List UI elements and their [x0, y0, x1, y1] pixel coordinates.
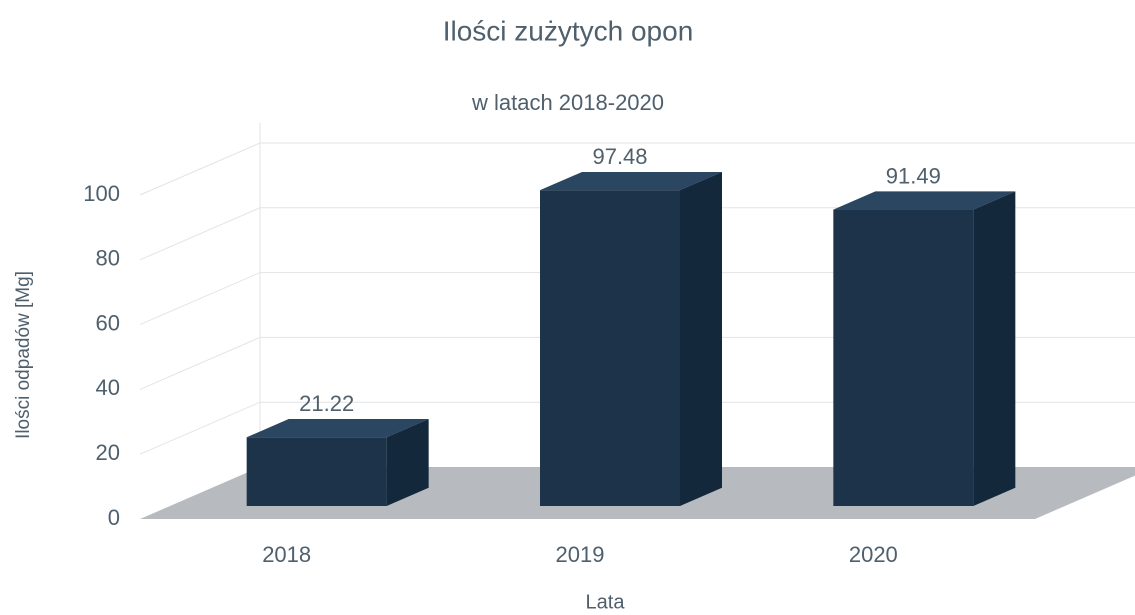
bar-side [680, 171, 722, 507]
chart-subtitle: w latach 2018-2020 [471, 90, 664, 115]
y-tick-label: 80 [96, 246, 120, 271]
y-tick-label: 0 [108, 505, 120, 530]
bar-top [833, 191, 1016, 210]
x-tick-label: 2019 [556, 542, 605, 567]
y-tick-label: 20 [96, 440, 120, 465]
data-label: 21.22 [299, 391, 354, 416]
bar-top [540, 171, 722, 191]
y-axis-label: Ilości odpadów [Mg] [13, 271, 34, 439]
data-label: 91.49 [886, 163, 941, 188]
bar [246, 437, 387, 506]
bar-side [973, 191, 1016, 506]
x-tick-label: 2020 [849, 542, 898, 567]
bar-top [246, 419, 429, 438]
data-label: 97.48 [592, 144, 647, 169]
bar-side [386, 419, 429, 506]
y-tick-label: 40 [96, 375, 120, 400]
y-tick-label: 100 [83, 181, 120, 206]
x-axis-label: Lata [586, 591, 626, 613]
x-tick-label: 2018 [262, 542, 311, 567]
chart-title: Ilości zużytych opon [443, 15, 694, 46]
bar [833, 209, 974, 507]
y-tick-label: 60 [96, 310, 120, 335]
bar [540, 190, 680, 506]
